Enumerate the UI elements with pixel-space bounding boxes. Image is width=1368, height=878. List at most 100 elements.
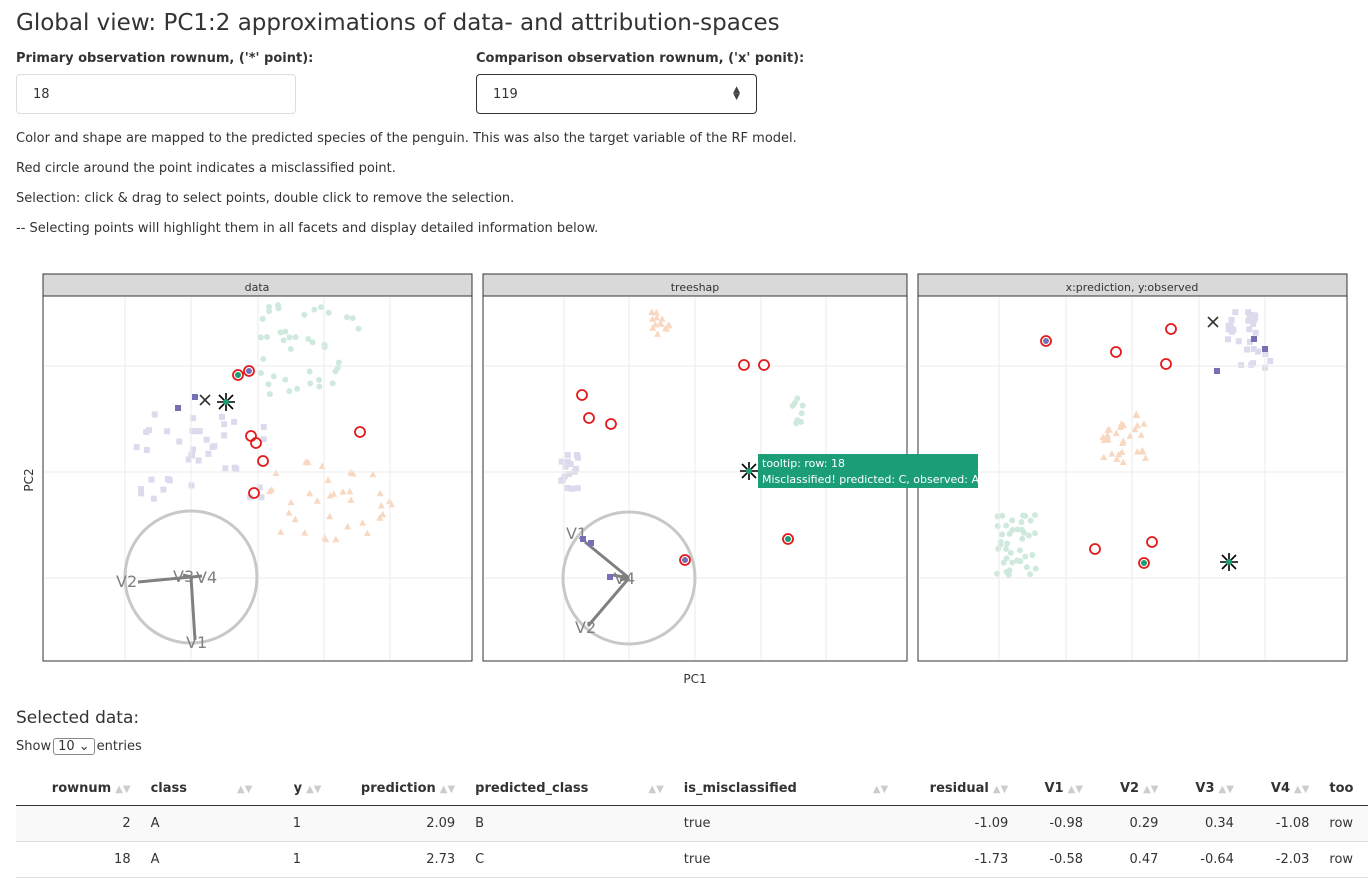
sort-icon: ▲▼ xyxy=(1294,784,1310,795)
point-marker xyxy=(657,319,665,326)
point-marker xyxy=(349,469,357,477)
point-marker xyxy=(163,428,170,435)
point-marker xyxy=(379,510,387,518)
comparison-rownum-input[interactable]: 119 ▲ ▼ xyxy=(476,74,757,114)
point-marker xyxy=(1139,447,1147,455)
point-marker xyxy=(190,446,197,453)
point-marker xyxy=(307,380,314,387)
facet-prediction-observed[interactable]: x:prediction, y:observed xyxy=(917,273,1348,662)
point-marker xyxy=(1118,439,1126,446)
col-v3[interactable]: V3 ▲▼ xyxy=(1168,772,1244,806)
cell-v3: 0.34 xyxy=(1168,805,1244,842)
comparison-point-x-marker[interactable] xyxy=(199,316,1219,406)
point-marker xyxy=(339,488,347,495)
point-marker xyxy=(1252,329,1259,336)
point-marker xyxy=(221,432,228,439)
point-marker xyxy=(185,456,192,463)
point-marker xyxy=(294,385,301,392)
note-color-shape: Color and shape are mapped to the predic… xyxy=(16,131,797,146)
cell-v1: -0.58 xyxy=(1018,841,1093,878)
col-v2[interactable]: V2 ▲▼ xyxy=(1092,772,1169,806)
point-marker xyxy=(564,485,571,492)
point-marker xyxy=(1133,421,1141,429)
point-marker xyxy=(1031,512,1038,519)
sort-icon: ▲▼ xyxy=(872,784,889,795)
point-marker xyxy=(1104,426,1112,433)
point-marker xyxy=(196,428,203,435)
point-marker xyxy=(309,339,316,346)
point-marker xyxy=(265,381,272,388)
col-v1[interactable]: V1 ▲▼ xyxy=(1018,772,1093,806)
facet-title-prediction: x:prediction, y:observed xyxy=(1066,281,1199,294)
cell-prediction: 2.09 xyxy=(331,805,466,842)
point-marker xyxy=(1228,317,1235,324)
pca-facet-plot[interactable]: data treeshap x:prediction, y:observed V… xyxy=(0,260,1368,695)
col-is-misclassified[interactable]: is_misclassified ▲▼ xyxy=(673,772,899,806)
point-marker xyxy=(573,465,580,472)
page-length-select[interactable]: 10 ⌄ xyxy=(53,738,95,755)
cell-residual: -1.73 xyxy=(898,841,1019,878)
point-marker xyxy=(1246,314,1253,321)
point-marker xyxy=(317,304,324,311)
point-marker xyxy=(1025,532,1032,539)
cell-y: 1 xyxy=(262,805,332,842)
point-marker xyxy=(1003,545,1010,552)
point-marker xyxy=(257,370,264,377)
point-marker xyxy=(164,475,171,482)
point-marker xyxy=(258,494,265,501)
point-marker xyxy=(1003,555,1010,562)
point-marker xyxy=(1031,530,1038,537)
sort-icon: ▲▼ xyxy=(1143,784,1159,795)
point-marker xyxy=(1117,419,1125,427)
point-marker xyxy=(564,452,571,459)
point-marker xyxy=(344,522,352,530)
plot-tooltip: tooltip: row: 18 Misclassified! predicte… xyxy=(758,454,979,488)
col-predicted-class[interactable]: predicted_class ▲▼ xyxy=(465,772,674,806)
point-marker xyxy=(211,443,218,450)
point-marker xyxy=(652,308,660,316)
sort-icon: ▲▼ xyxy=(648,784,664,795)
axis-label-v2: V2 xyxy=(116,572,137,591)
point-marker xyxy=(275,302,282,309)
show-label: Show xyxy=(16,739,52,754)
point-marker xyxy=(994,522,1001,529)
point-marker xyxy=(1244,346,1251,353)
col-y[interactable]: y ▲▼ xyxy=(262,772,332,806)
point-marker xyxy=(176,438,183,445)
point-marker xyxy=(231,464,238,471)
col-rownum[interactable]: rownum ▲▼ xyxy=(16,772,141,806)
point-marker xyxy=(349,315,356,322)
primary-point-star-marker[interactable] xyxy=(217,393,1238,571)
point-marker xyxy=(999,531,1006,538)
facet-title-treeshap: treeshap xyxy=(671,281,720,294)
point-marker xyxy=(324,476,332,484)
gridlines xyxy=(44,297,1346,660)
point-marker xyxy=(1108,450,1116,457)
col-class[interactable]: class ▲▼ xyxy=(140,772,263,806)
col-residual[interactable]: residual ▲▼ xyxy=(898,772,1019,806)
point-marker xyxy=(146,427,153,434)
sort-icon: ▲▼ xyxy=(306,784,322,795)
table-row[interactable]: 2 A 1 2.09 B true -1.09 -0.98 0.29 0.34 … xyxy=(16,805,1368,842)
facet-data[interactable]: data xyxy=(42,273,473,662)
point-marker xyxy=(658,315,666,322)
point-marker xyxy=(1100,453,1108,461)
table-row[interactable]: 18 A 1 2.73 C true -1.73 -0.58 0.47 -0.6… xyxy=(16,841,1368,878)
number-stepper-icon[interactable]: ▲ ▼ xyxy=(733,85,740,102)
primary-rownum-input[interactable]: 18 xyxy=(16,74,296,114)
col-tooltip[interactable]: too xyxy=(1319,772,1368,806)
cell-predicted-class: B xyxy=(465,805,674,842)
facet-treeshap[interactable]: treeshap xyxy=(482,273,908,662)
y-axis-label: PC2 xyxy=(22,468,36,491)
point-marker xyxy=(346,487,354,495)
col-prediction[interactable]: prediction ▲▼ xyxy=(331,772,466,806)
point-marker xyxy=(793,420,800,427)
point-marker xyxy=(326,512,334,520)
point-marker xyxy=(282,376,289,383)
col-v4[interactable]: V4 ▲▼ xyxy=(1243,772,1320,806)
point-marker xyxy=(143,446,150,453)
point-marker xyxy=(1113,455,1121,463)
point-marker xyxy=(1019,535,1026,542)
comparison-rownum-value: 119 xyxy=(493,87,518,102)
cell-rownum: 18 xyxy=(16,841,141,878)
